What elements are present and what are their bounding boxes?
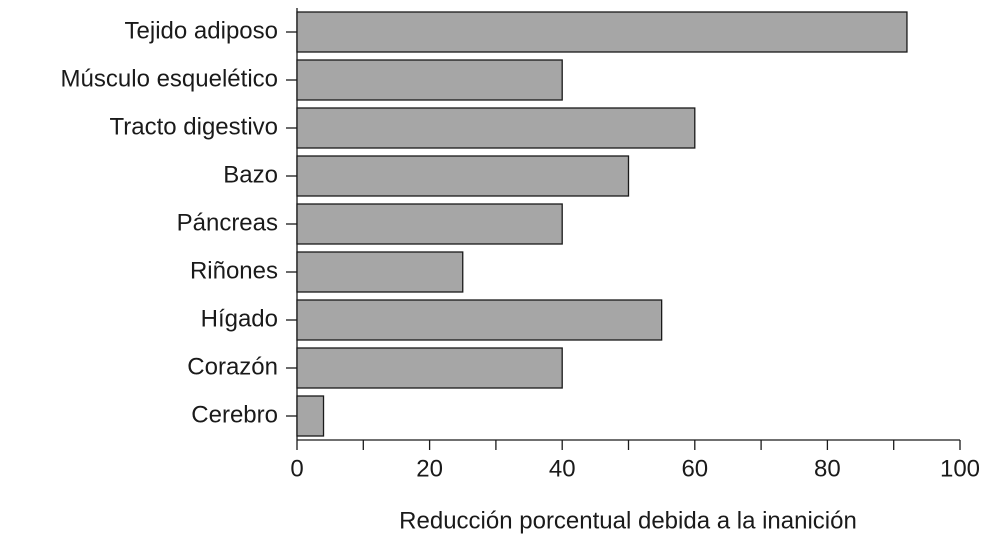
y-tick-label: Bazo: [223, 161, 278, 188]
x-tick-label: 20: [416, 455, 443, 482]
bar: [296, 347, 563, 389]
bar: [296, 203, 563, 245]
y-tick-label: Músculo esquelético: [61, 65, 278, 92]
bar: [296, 59, 563, 101]
x-tick-label: 0: [290, 455, 303, 482]
y-tick-label: Cerebro: [191, 401, 278, 428]
y-tick-label: Corazón: [187, 353, 278, 380]
bar: [296, 251, 464, 293]
x-tick-label: 80: [814, 455, 841, 482]
x-tick-label: 40: [549, 455, 576, 482]
x-tick-label: 100: [940, 455, 980, 482]
bar: [296, 107, 696, 149]
y-tick-label: Hígado: [201, 305, 278, 332]
y-tick-label: Páncreas: [177, 209, 278, 236]
bar: [296, 299, 663, 341]
bar: [296, 155, 630, 197]
bar: [296, 11, 908, 53]
y-tick-label: Riñones: [190, 257, 278, 284]
y-tick-label: Tracto digestivo: [109, 113, 278, 140]
y-tick-label: Tejido adiposo: [125, 17, 278, 44]
x-tick-label: 60: [681, 455, 708, 482]
bar: [296, 395, 325, 437]
x-axis-title: Reducción porcentual debida a la inanici…: [399, 507, 857, 534]
